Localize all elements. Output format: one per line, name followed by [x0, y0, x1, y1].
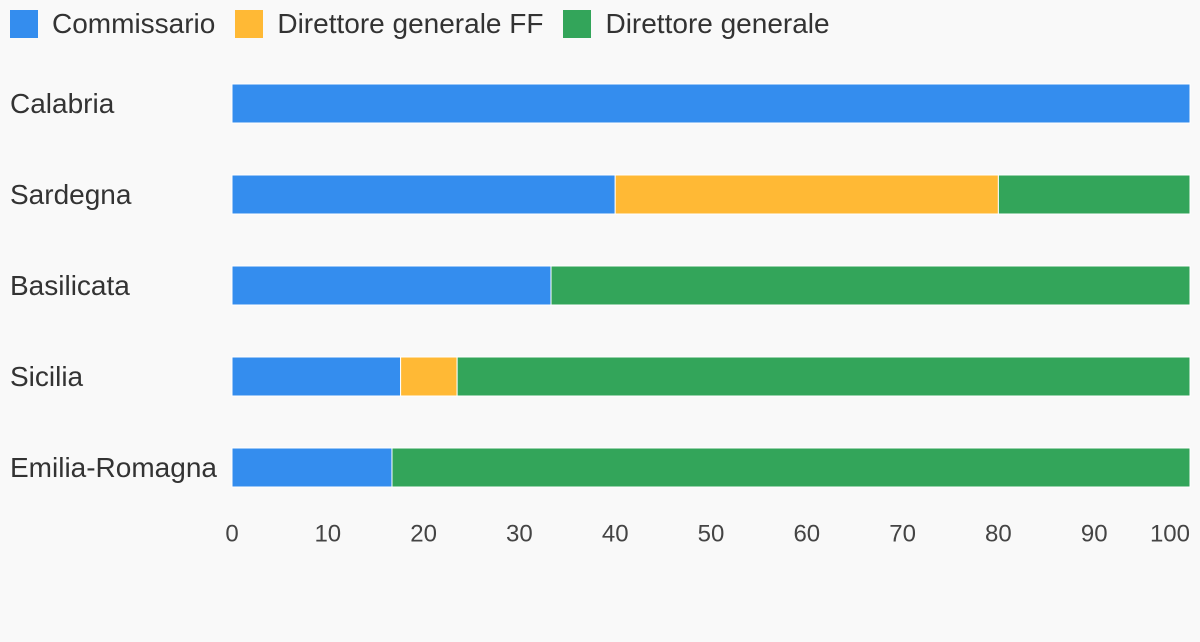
bar-sardegna-commissario[interactable]: [231, 174, 616, 215]
x-tick-label-40: 40: [602, 520, 629, 547]
category-label-sardegna: Sardegna: [10, 179, 132, 210]
x-tick-label-20: 20: [410, 520, 437, 547]
bar-sardegna-direttore-generale-ff[interactable]: [614, 174, 999, 215]
legend-item-direttore-generale-ff[interactable]: Direttore generale FF: [235, 8, 543, 40]
bar-emilia-romagna-commissario[interactable]: [231, 447, 393, 488]
x-tick-label-100: 100: [1150, 520, 1190, 547]
chart-legend: Commissario Direttore generale FF Dirett…: [10, 8, 850, 40]
legend-item-commissario[interactable]: Commissario: [10, 8, 215, 40]
legend-item-direttore-generale[interactable]: Direttore generale: [563, 8, 830, 40]
x-tick-label-50: 50: [698, 520, 725, 547]
legend-swatch-direttore-generale-ff: [235, 10, 264, 38]
legend-swatch-commissario: [10, 10, 38, 38]
bar-basilicata-commissario[interactable]: [231, 265, 552, 306]
category-labels: Calabria Sardegna Basilicata Sicilia Emilia-…: [10, 88, 217, 483]
legend-label-commissario: Commissario: [52, 8, 216, 39]
x-tick-label-70: 70: [889, 520, 916, 547]
bar-sardegna-direttore-generale[interactable]: [997, 174, 1191, 215]
x-tick-label-0: 0: [225, 520, 238, 547]
x-tick-label-80: 80: [985, 520, 1012, 547]
bars-group: [231, 83, 1191, 488]
legend-swatch-direttore-generale: [563, 10, 592, 38]
x-tick-label-90: 90: [1081, 520, 1108, 547]
bar-calabria-commissario[interactable]: [231, 83, 1191, 124]
x-axis-ticks: 0 10 20 30 40 50 60 70 80 90 100: [225, 520, 1190, 547]
category-label-sicilia: Sicilia: [10, 361, 84, 392]
bar-sicilia-direttore-generale-ff[interactable]: [400, 356, 458, 397]
x-tick-label-30: 30: [506, 520, 533, 547]
legend-label-direttore-generale-ff: Direttore generale FF: [277, 8, 544, 39]
category-label-calabria: Calabria: [10, 88, 115, 119]
category-label-basilicata: Basilicata: [10, 270, 130, 301]
legend-label-direttore-generale: Direttore generale: [605, 8, 830, 39]
bar-sicilia-direttore-generale[interactable]: [456, 356, 1191, 397]
x-tick-label-10: 10: [314, 520, 341, 547]
bar-emilia-romagna-direttore-generale[interactable]: [391, 447, 1191, 488]
bar-sicilia-commissario[interactable]: [231, 356, 402, 397]
bar-basilicata-direttore-generale[interactable]: [550, 265, 1191, 306]
x-tick-label-60: 60: [793, 520, 820, 547]
category-label-emilia-romagna: Emilia-Romagna: [10, 452, 217, 483]
